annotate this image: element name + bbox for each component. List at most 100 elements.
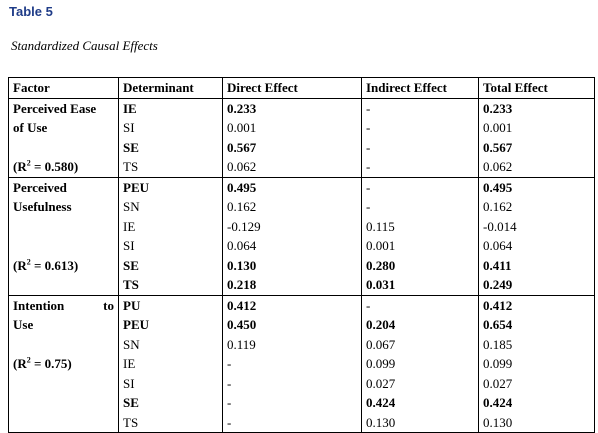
table-row: SE 0.567-0.567 [8, 137, 595, 157]
total-effect-cell: 0.062 [478, 157, 595, 177]
direct-effect-cell: 0.062 [222, 157, 362, 177]
factor-cell: Perceived Ease [8, 97, 119, 118]
indirect-effect-cell: - [361, 137, 479, 157]
table-row: Use PEU 0.450 0.204 0.654 [8, 315, 595, 335]
indirect-effect-cell: 0.204 [361, 315, 479, 335]
total-effect-cell: -0.014 [478, 216, 595, 236]
determinant-cell: SE [118, 255, 223, 275]
determinant-cell: SN [118, 197, 223, 217]
indirect-effect-cell: - [361, 118, 479, 138]
total-effect-cell: 0.424 [478, 393, 595, 413]
indirect-effect-cell: - [361, 97, 479, 118]
total-effect-cell: 0.233 [478, 97, 595, 118]
direct-effect-cell: -0.129 [222, 216, 362, 236]
table-title: Table 5 [9, 4, 53, 19]
direct-effect-cell: - [222, 412, 362, 433]
direct-effect-cell: 0.001 [222, 118, 362, 138]
header-factor: Factor [8, 77, 119, 99]
direct-effect-cell: 0.567 [222, 137, 362, 157]
total-effect-cell: 0.249 [478, 275, 595, 295]
factor-cell: of Use [8, 118, 119, 138]
total-effect-cell: 0.162 [478, 197, 595, 217]
factor-cell: Intention to [8, 294, 119, 315]
factor-cell: Perceived [8, 176, 119, 197]
factor-cell [8, 275, 119, 295]
direct-effect-cell: 0.495 [222, 176, 362, 197]
factor-cell: Usefulness [8, 197, 119, 217]
indirect-effect-cell: - [361, 176, 479, 197]
direct-effect-cell: 0.412 [222, 294, 362, 315]
r-squared-cell: (R2 = 0.75) [8, 354, 119, 374]
determinant-cell: TS [118, 157, 223, 177]
indirect-effect-cell: - [361, 294, 479, 315]
determinant-cell: PEU [118, 315, 223, 335]
total-effect-cell: 0.411 [478, 255, 595, 275]
table-row: IE -0.129 0.115 -0.014 [8, 216, 595, 236]
causal-effects-table: Factor Determinant Direct Effect Indirec… [8, 77, 595, 433]
total-effect-cell: 0.654 [478, 315, 595, 335]
table-row: SI -0.027 0.027 [8, 373, 595, 393]
factor-cell [8, 334, 119, 354]
indirect-effect-cell: 0.067 [361, 334, 479, 354]
table-body: Perceived Ease IE 0.233-0.233 of Use SI 0.001… [8, 97, 595, 433]
determinant-cell: TS [118, 412, 223, 433]
total-effect-cell: 0.099 [478, 354, 595, 374]
indirect-effect-cell: 0.027 [361, 373, 479, 393]
table-row: TS -0.130 0.130 [8, 412, 595, 433]
r-squared-cell: (R2 = 0.580) [8, 157, 119, 177]
header-total-effect: Total Effect [478, 77, 595, 99]
total-effect-cell: 0.027 [478, 373, 595, 393]
determinant-cell: PU [118, 294, 223, 315]
factor-cell [8, 393, 119, 413]
determinant-cell: SI [118, 118, 223, 138]
indirect-effect-cell: 0.001 [361, 236, 479, 256]
total-effect-cell: 0.001 [478, 118, 595, 138]
direct-effect-cell: - [222, 354, 362, 374]
factor-cell [8, 412, 119, 433]
total-effect-cell: 0.412 [478, 294, 595, 315]
total-effect-cell: 0.495 [478, 176, 595, 197]
indirect-effect-cell: - [361, 197, 479, 217]
determinant-cell: SE [118, 393, 223, 413]
determinant-cell: IE [118, 216, 223, 236]
table-row: (R2 = 0.580) TS 0.062-0.062 [8, 157, 595, 177]
table-row: (R2 = 0.75) IE -0.099 0.099 [8, 354, 595, 374]
total-effect-cell: 0.567 [478, 137, 595, 157]
direct-effect-cell: 0.450 [222, 315, 362, 335]
r-squared-cell: (R2 = 0.613) [8, 255, 119, 275]
direct-effect-cell: 0.218 [222, 275, 362, 295]
header-determinant: Determinant [118, 77, 223, 99]
factor-cell [8, 216, 119, 236]
table-row: of Use SI 0.001-0.001 [8, 118, 595, 138]
table-row: TS 0.218 0.031 0.249 [8, 275, 595, 295]
r-squared-value: 0.613 [44, 257, 74, 273]
factor-cell [8, 236, 119, 256]
indirect-effect-cell: 0.031 [361, 275, 479, 295]
table-row: SE -0.424 0.424 [8, 393, 595, 413]
table-row: SN 0.119 0.067 0.185 [8, 334, 595, 354]
indirect-effect-cell: 0.099 [361, 354, 479, 374]
table-row: SI 0.064 0.001 0.064 [8, 236, 595, 256]
header-direct-effect: Direct Effect [222, 77, 362, 99]
total-effect-cell: 0.064 [478, 236, 595, 256]
determinant-cell: SI [118, 236, 223, 256]
direct-effect-cell: - [222, 393, 362, 413]
table-header-row: Factor Determinant Direct Effect Indirec… [8, 77, 595, 99]
direct-effect-cell: 0.130 [222, 255, 362, 275]
determinant-cell: SI [118, 373, 223, 393]
table-row: Usefulness SN 0.162-0.162 [8, 197, 595, 217]
direct-effect-cell: 0.162 [222, 197, 362, 217]
determinant-cell: IE [118, 354, 223, 374]
table-row: Perceived Ease IE 0.233-0.233 [8, 97, 595, 118]
r-squared-value: 0.580 [44, 159, 74, 174]
indirect-effect-cell: 0.280 [361, 255, 479, 275]
direct-effect-cell: 0.064 [222, 236, 362, 256]
table-row: Intention to PU 0.412-0.412 [8, 294, 595, 315]
indirect-effect-cell: 0.424 [361, 393, 479, 413]
indirect-effect-cell: 0.130 [361, 412, 479, 433]
table-row: (R2 = 0.613) SE 0.130 0.280 0.411 [8, 255, 595, 275]
determinant-cell: SE [118, 137, 223, 157]
table-row: Perceived PEU 0.495-0.495 [8, 176, 595, 197]
factor-cell [8, 137, 119, 157]
determinant-cell: TS [118, 275, 223, 295]
